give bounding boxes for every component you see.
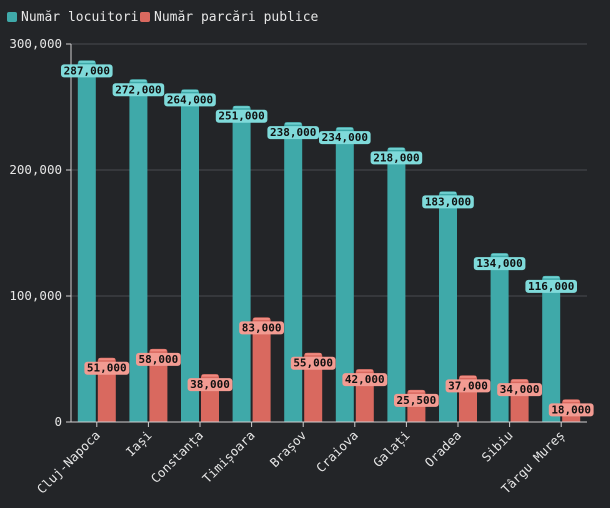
legend-label-locuitori[interactable]: Număr locuitori: [21, 10, 138, 25]
data-label-box: [445, 379, 491, 393]
data-label-text: 18,000: [551, 403, 591, 416]
data-label-text: 287,000: [64, 64, 110, 77]
data-label-locuitori-sibiu: 134,000: [473, 257, 526, 271]
bar-locuitori-iasi[interactable]: [129, 79, 148, 422]
bar-locuitori-galati[interactable]: [387, 147, 406, 422]
data-label-box: [112, 83, 165, 97]
data-label-parcari-sibiu: 34,000: [497, 383, 542, 397]
bar-parcari-iasi[interactable]: [149, 348, 168, 422]
x-tick-label-cluj-napoca: Cluj-Napoca: [34, 428, 103, 497]
data-label-locuitori-cluj-napoca: 287,000: [61, 64, 113, 78]
data-labels: 287,000 51,000 272,000 58,000 264,000 38,000 2…: [61, 64, 594, 417]
data-label-text: 116,000: [528, 280, 574, 293]
data-label-locuitori-timisoara: 251,000: [215, 109, 268, 123]
data-label-box: [290, 356, 336, 370]
data-label-text: 134,000: [476, 257, 522, 270]
data-label-box: [164, 93, 216, 107]
data-label-box: [370, 151, 423, 165]
data-label-text: 42,000: [345, 373, 385, 386]
data-label-box: [136, 352, 181, 366]
data-label-box: [61, 64, 113, 78]
data-label-text: 38,000: [190, 378, 230, 391]
y-tick-label: 300,000: [9, 36, 62, 51]
y-tick-label: 0: [54, 414, 62, 429]
bar-parcari-timisoara[interactable]: [252, 317, 271, 422]
bar-locuitori-constanta[interactable]: [181, 89, 199, 423]
x-tick-label-oradea: Oradea: [422, 428, 465, 471]
bar-locuitori-timisoara[interactable]: [232, 105, 251, 423]
data-label-box: [525, 279, 577, 293]
data-label-text: 37,000: [448, 379, 488, 392]
data-label-box: [239, 321, 284, 335]
data-label-box: [497, 383, 542, 397]
x-tick-label-galati: Galați: [370, 428, 413, 471]
legend-swatch-locuitori[interactable]: [7, 12, 17, 22]
data-label-parcari-constanta: 38,000: [187, 378, 233, 392]
data-label-text: 55,000: [293, 357, 333, 370]
data-label-text: 51,000: [87, 362, 127, 375]
data-label-text: 272,000: [115, 83, 161, 96]
legend-label-parcari[interactable]: Număr parcări publice: [154, 10, 319, 25]
data-label-parcari-iasi: 58,000: [136, 352, 181, 366]
data-label-box: [342, 373, 388, 387]
data-label-text: 264,000: [167, 93, 213, 106]
data-label-locuitori-targu-mures: 116,000: [525, 279, 577, 293]
x-tick-label-brasov: Brașov: [267, 428, 310, 471]
data-label-box: [215, 109, 268, 123]
data-label-parcari-brasov: 55,000: [290, 356, 336, 370]
x-tick-label-iasi: Iași: [123, 428, 156, 461]
data-label-parcari-targu-mures: 18,000: [548, 403, 594, 417]
data-label-text: 251,000: [218, 110, 264, 123]
data-label-text: 234,000: [322, 131, 368, 144]
data-label-text: 58,000: [139, 353, 179, 366]
x-tick-label-sibiu: Sibiu: [478, 428, 515, 465]
bar-parcari-brasov[interactable]: [304, 352, 323, 422]
y-tick-label: 200,000: [9, 162, 62, 177]
data-label-locuitori-oradea: 183,000: [422, 195, 474, 209]
data-label-box: [187, 378, 233, 392]
bar-locuitori-sibiu[interactable]: [490, 253, 509, 422]
x-tick-label-craiova: Craiova: [313, 428, 361, 476]
data-label-text: 238,000: [270, 126, 316, 139]
bar-locuitori-brasov[interactable]: [284, 122, 303, 423]
y-axis: 0 100,000 200,000 300,000: [9, 36, 72, 429]
data-label-box: [84, 361, 130, 375]
legend-swatch-parcari[interactable]: [140, 12, 150, 22]
data-label-box: [267, 126, 319, 140]
data-label-parcari-oradea: 37,000: [445, 379, 491, 393]
bar-locuitori-cluj-napoca[interactable]: [77, 60, 96, 422]
data-label-parcari-craiova: 42,000: [342, 373, 388, 387]
legend: Număr locuitori Număr parcări publice: [7, 10, 319, 25]
data-label-box: [473, 257, 526, 271]
bar-locuitori-oradea[interactable]: [439, 191, 457, 422]
data-label-text: 183,000: [425, 195, 471, 208]
x-tick-label-constanta: Constanța: [148, 428, 207, 487]
data-label-box: [422, 195, 474, 209]
data-label-parcari-galati: 25,500: [394, 393, 439, 407]
data-label-box: [319, 131, 371, 145]
data-label-text: 218,000: [373, 151, 419, 164]
data-label-locuitori-craiova: 234,000: [319, 131, 371, 145]
data-label-text: 25,500: [397, 394, 437, 407]
y-tick-label: 100,000: [9, 288, 62, 303]
data-label-text: 34,000: [500, 383, 540, 396]
data-label-locuitori-iasi: 272,000: [112, 83, 165, 97]
data-label-box: [394, 393, 439, 407]
data-label-parcari-cluj-napoca: 51,000: [84, 361, 130, 375]
bars: [77, 60, 581, 423]
data-label-box: [548, 403, 594, 417]
bar-locuitori-targu-mures[interactable]: [542, 275, 561, 422]
bar-locuitori-craiova[interactable]: [335, 127, 354, 422]
data-label-locuitori-constanta: 264,000: [164, 93, 216, 107]
x-tick-label-timisoara: Timișoara: [199, 428, 258, 487]
data-label-locuitori-brasov: 238,000: [267, 126, 319, 140]
data-label-text: 83,000: [242, 321, 282, 334]
data-label-parcari-timisoara: 83,000: [239, 321, 284, 335]
data-label-locuitori-galati: 218,000: [370, 151, 423, 165]
